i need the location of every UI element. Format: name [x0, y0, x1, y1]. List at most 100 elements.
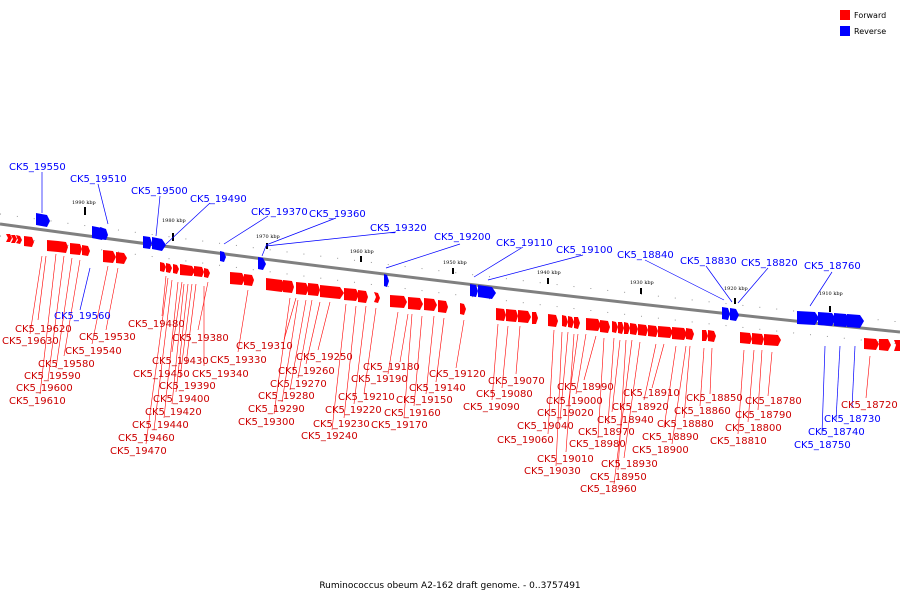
gene-label[interactable]: CK5_19020 [537, 408, 594, 419]
gene-label[interactable]: CK5_19360 [309, 209, 366, 220]
gene-label[interactable]: CK5_19210 [338, 392, 395, 403]
gene-label[interactable]: CK5_19300 [238, 417, 295, 428]
gene-label[interactable]: CK5_19370 [251, 207, 308, 218]
reverse-gene [847, 314, 864, 328]
gene-label[interactable]: CK5_19110 [496, 238, 553, 249]
gene-label[interactable]: CK5_19480 [128, 319, 185, 330]
gene-label[interactable]: CK5_18720 [841, 400, 898, 411]
gene-label[interactable]: CK5_19250 [296, 352, 353, 363]
gene-label[interactable]: CK5_19080 [476, 389, 533, 400]
gene-label[interactable]: CK5_19460 [118, 433, 175, 444]
gene-label[interactable]: CK5_19160 [384, 408, 441, 419]
gene-label[interactable]: CK5_18810 [710, 436, 767, 447]
gene-label[interactable]: CK5_18840 [617, 250, 674, 261]
gene-label[interactable]: CK5_18850 [686, 393, 743, 404]
gene-label[interactable]: CK5_19170 [371, 420, 428, 431]
gene-label[interactable]: CK5_19230 [313, 419, 370, 430]
gene-label[interactable]: CK5_19060 [497, 435, 554, 446]
gene-label[interactable]: CK5_18940 [597, 415, 654, 426]
gene-label[interactable]: CK5_19590 [24, 371, 81, 382]
gene-label[interactable]: CK5_19490 [190, 194, 247, 205]
gene-label[interactable]: CK5_19560 [54, 311, 111, 322]
forward-gene [230, 272, 245, 285]
gene-label[interactable]: CK5_19390 [159, 381, 216, 392]
gene-label[interactable]: CK5_19550 [9, 162, 66, 173]
gene-label[interactable]: CK5_19580 [38, 359, 95, 370]
gene-label[interactable]: CK5_19070 [488, 376, 545, 387]
gene-label[interactable]: CK5_19320 [370, 223, 427, 234]
gene-label[interactable]: CK5_19340 [192, 369, 249, 380]
gene-label[interactable]: CK5_18780 [745, 396, 802, 407]
gene-label[interactable]: CK5_19630 [2, 336, 59, 347]
forward-gene [612, 321, 618, 333]
gene-label[interactable]: CK5_19150 [396, 395, 453, 406]
gene-label[interactable]: CK5_18820 [741, 258, 798, 269]
gene-label[interactable]: CK5_19530 [79, 332, 136, 343]
forward-gene [70, 243, 82, 255]
gene-label[interactable]: CK5_19610 [9, 396, 66, 407]
gene-label[interactable]: CK5_19620 [15, 324, 72, 335]
reverse-gene [220, 251, 226, 262]
forward-gene [894, 340, 900, 351]
gene-label[interactable]: CK5_19040 [517, 421, 574, 432]
legend-reverse-label: Reverse [854, 27, 886, 36]
gene-label[interactable]: CK5_19470 [110, 446, 167, 457]
reverse-gene [258, 257, 266, 270]
gene-label[interactable]: CK5_19450 [133, 369, 190, 380]
gene-label[interactable]: CK5_18970 [578, 427, 635, 438]
gene-label[interactable]: CK5_18990 [557, 382, 614, 393]
gene-label[interactable]: CK5_19000 [546, 396, 603, 407]
gene-label[interactable]: CK5_18950 [590, 472, 647, 483]
gene-label[interactable]: CK5_18860 [674, 406, 731, 417]
gene-label[interactable]: CK5_19510 [70, 174, 127, 185]
gene-label[interactable]: CK5_19290 [248, 404, 305, 415]
gene-label[interactable]: CK5_18750 [794, 440, 851, 451]
gene-label[interactable]: CK5_19100 [556, 245, 613, 256]
gene-label[interactable]: CK5_18760 [804, 261, 861, 272]
gene-label[interactable]: CK5_18980 [569, 439, 626, 450]
gene-label[interactable]: CK5_19030 [524, 466, 581, 477]
gene-label[interactable]: CK5_18910 [623, 388, 680, 399]
gene-label[interactable]: CK5_19380 [172, 333, 229, 344]
forward-gene [160, 262, 166, 272]
gene-label[interactable]: CK5_19270 [270, 379, 327, 390]
gene-label[interactable]: CK5_19310 [236, 341, 293, 352]
gene-label[interactable]: CK5_19180 [363, 362, 420, 373]
gene-label[interactable]: CK5_18960 [580, 484, 637, 495]
reverse-gene [722, 307, 730, 320]
gene-label[interactable]: CK5_19240 [301, 431, 358, 442]
gene-label[interactable]: CK5_18830 [680, 256, 737, 267]
kbp-label: 1920 kbp [724, 286, 748, 292]
gene-label[interactable]: CK5_19260 [278, 366, 335, 377]
gene-label[interactable]: CK5_18900 [632, 445, 689, 456]
forward-gene [600, 320, 610, 333]
gene-label[interactable]: CK5_18730 [824, 414, 881, 425]
genome-caption: Ruminococcus obeum A2-162 draft genome. … [319, 581, 580, 591]
genome-backbone [0, 222, 900, 334]
gene-label[interactable]: CK5_19500 [131, 186, 188, 197]
gene-label[interactable]: CK5_19600 [16, 383, 73, 394]
gene-label[interactable]: CK5_18890 [642, 432, 699, 443]
gene-label[interactable]: CK5_18790 [735, 410, 792, 421]
gene-label[interactable]: CK5_19540 [65, 346, 122, 357]
gene-label[interactable]: CK5_19280 [258, 391, 315, 402]
gene-label[interactable]: CK5_19440 [132, 420, 189, 431]
gene-label[interactable]: CK5_18880 [657, 419, 714, 430]
gene-label[interactable]: CK5_18800 [725, 423, 782, 434]
gene-label[interactable]: CK5_19430 [152, 356, 209, 367]
gene-label[interactable]: CK5_19330 [210, 355, 267, 366]
gene-label[interactable]: CK5_19400 [153, 394, 210, 405]
gene-label[interactable]: CK5_19200 [434, 232, 491, 243]
gene-label[interactable]: CK5_19090 [463, 402, 520, 413]
gene-label[interactable]: CK5_19420 [145, 407, 202, 418]
gene-label[interactable]: CK5_19220 [325, 405, 382, 416]
gene-label[interactable]: CK5_19140 [409, 383, 466, 394]
gene-label[interactable]: CK5_19190 [351, 374, 408, 385]
gene-label[interactable]: CK5_19120 [429, 369, 486, 380]
gene-label[interactable]: CK5_18920 [612, 402, 669, 413]
forward-gene [708, 330, 716, 342]
forward-gene [82, 245, 90, 256]
gene-label[interactable]: CK5_19010 [537, 454, 594, 465]
gene-label[interactable]: CK5_18930 [601, 459, 658, 470]
gene-label[interactable]: CK5_18740 [808, 427, 865, 438]
